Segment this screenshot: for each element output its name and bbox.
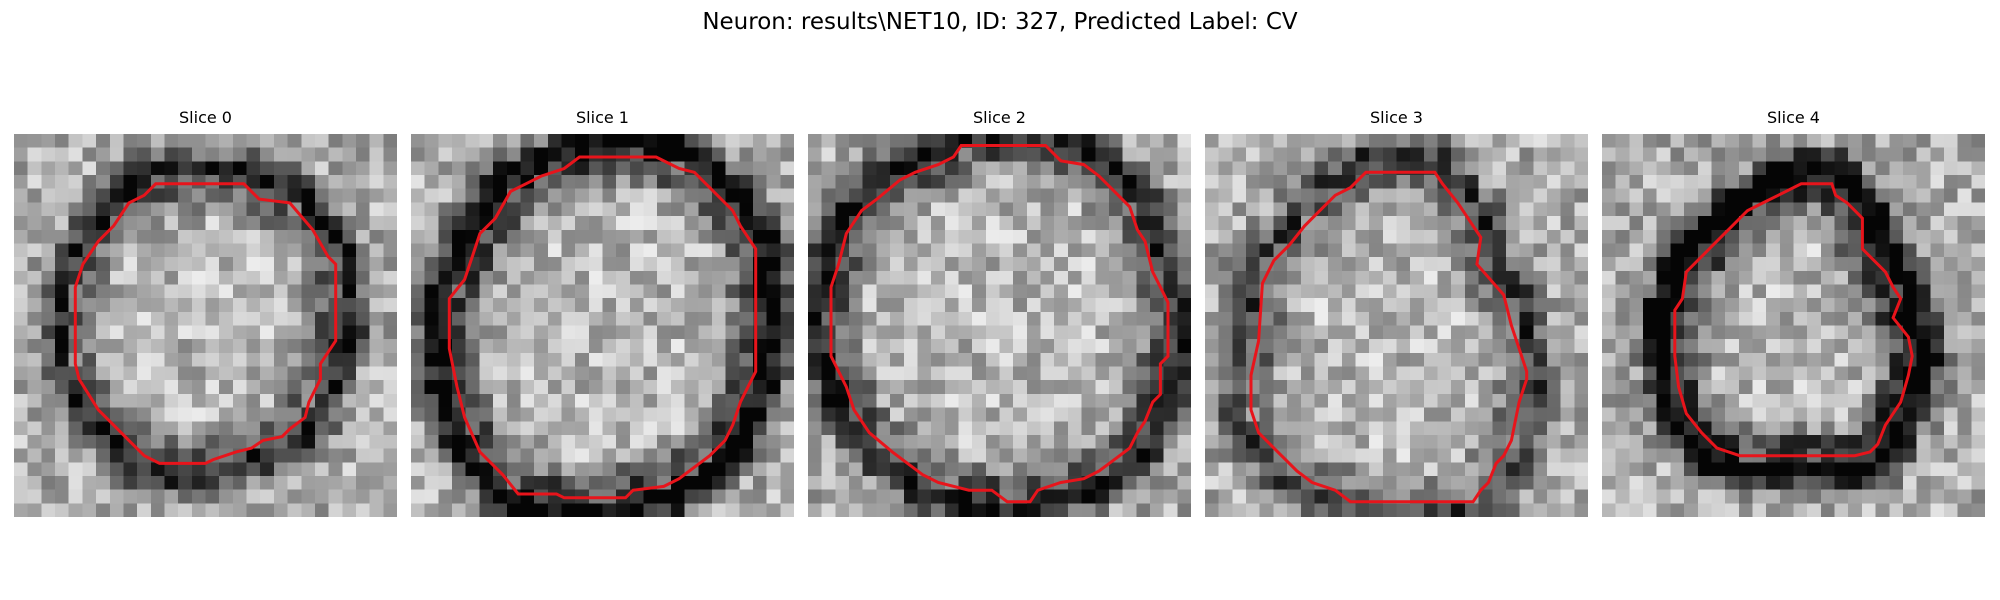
figure-title: Neuron: results\NET10, ID: 327, Predicte…: [702, 9, 1298, 35]
slice-panel-2: Slice 2: [808, 104, 1191, 520]
pixel-grid: [1602, 134, 1985, 517]
segmentation-contour: [1673, 182, 1914, 458]
pixel-grid: [1205, 134, 1588, 517]
pixel-grid: [808, 134, 1191, 517]
slice-title: Slice 2: [973, 108, 1026, 127]
slice-image: [1602, 134, 1985, 517]
slice-image: [14, 134, 397, 517]
pixel-grid: [411, 134, 794, 517]
slice-panel-4: Slice 4: [1602, 104, 1985, 520]
slice-title: Slice 4: [1767, 108, 1820, 127]
segmentation-contour: [73, 182, 338, 465]
segmentation-contour: [829, 144, 1170, 504]
pixel-grid: [14, 134, 397, 517]
segmentation-contour: [1249, 170, 1529, 504]
slice-panel-0: Slice 0: [14, 104, 397, 520]
slice-title: Slice 0: [179, 108, 232, 127]
segmentation-contour: [447, 155, 758, 500]
slice-panel-3: Slice 3: [1205, 104, 1588, 520]
slice-image: [411, 134, 794, 517]
slice-title: Slice 3: [1370, 108, 1423, 127]
slice-panel-1: Slice 1: [411, 104, 794, 520]
slice-title: Slice 1: [576, 108, 629, 127]
slice-image: [808, 134, 1191, 517]
slice-image: [1205, 134, 1588, 517]
